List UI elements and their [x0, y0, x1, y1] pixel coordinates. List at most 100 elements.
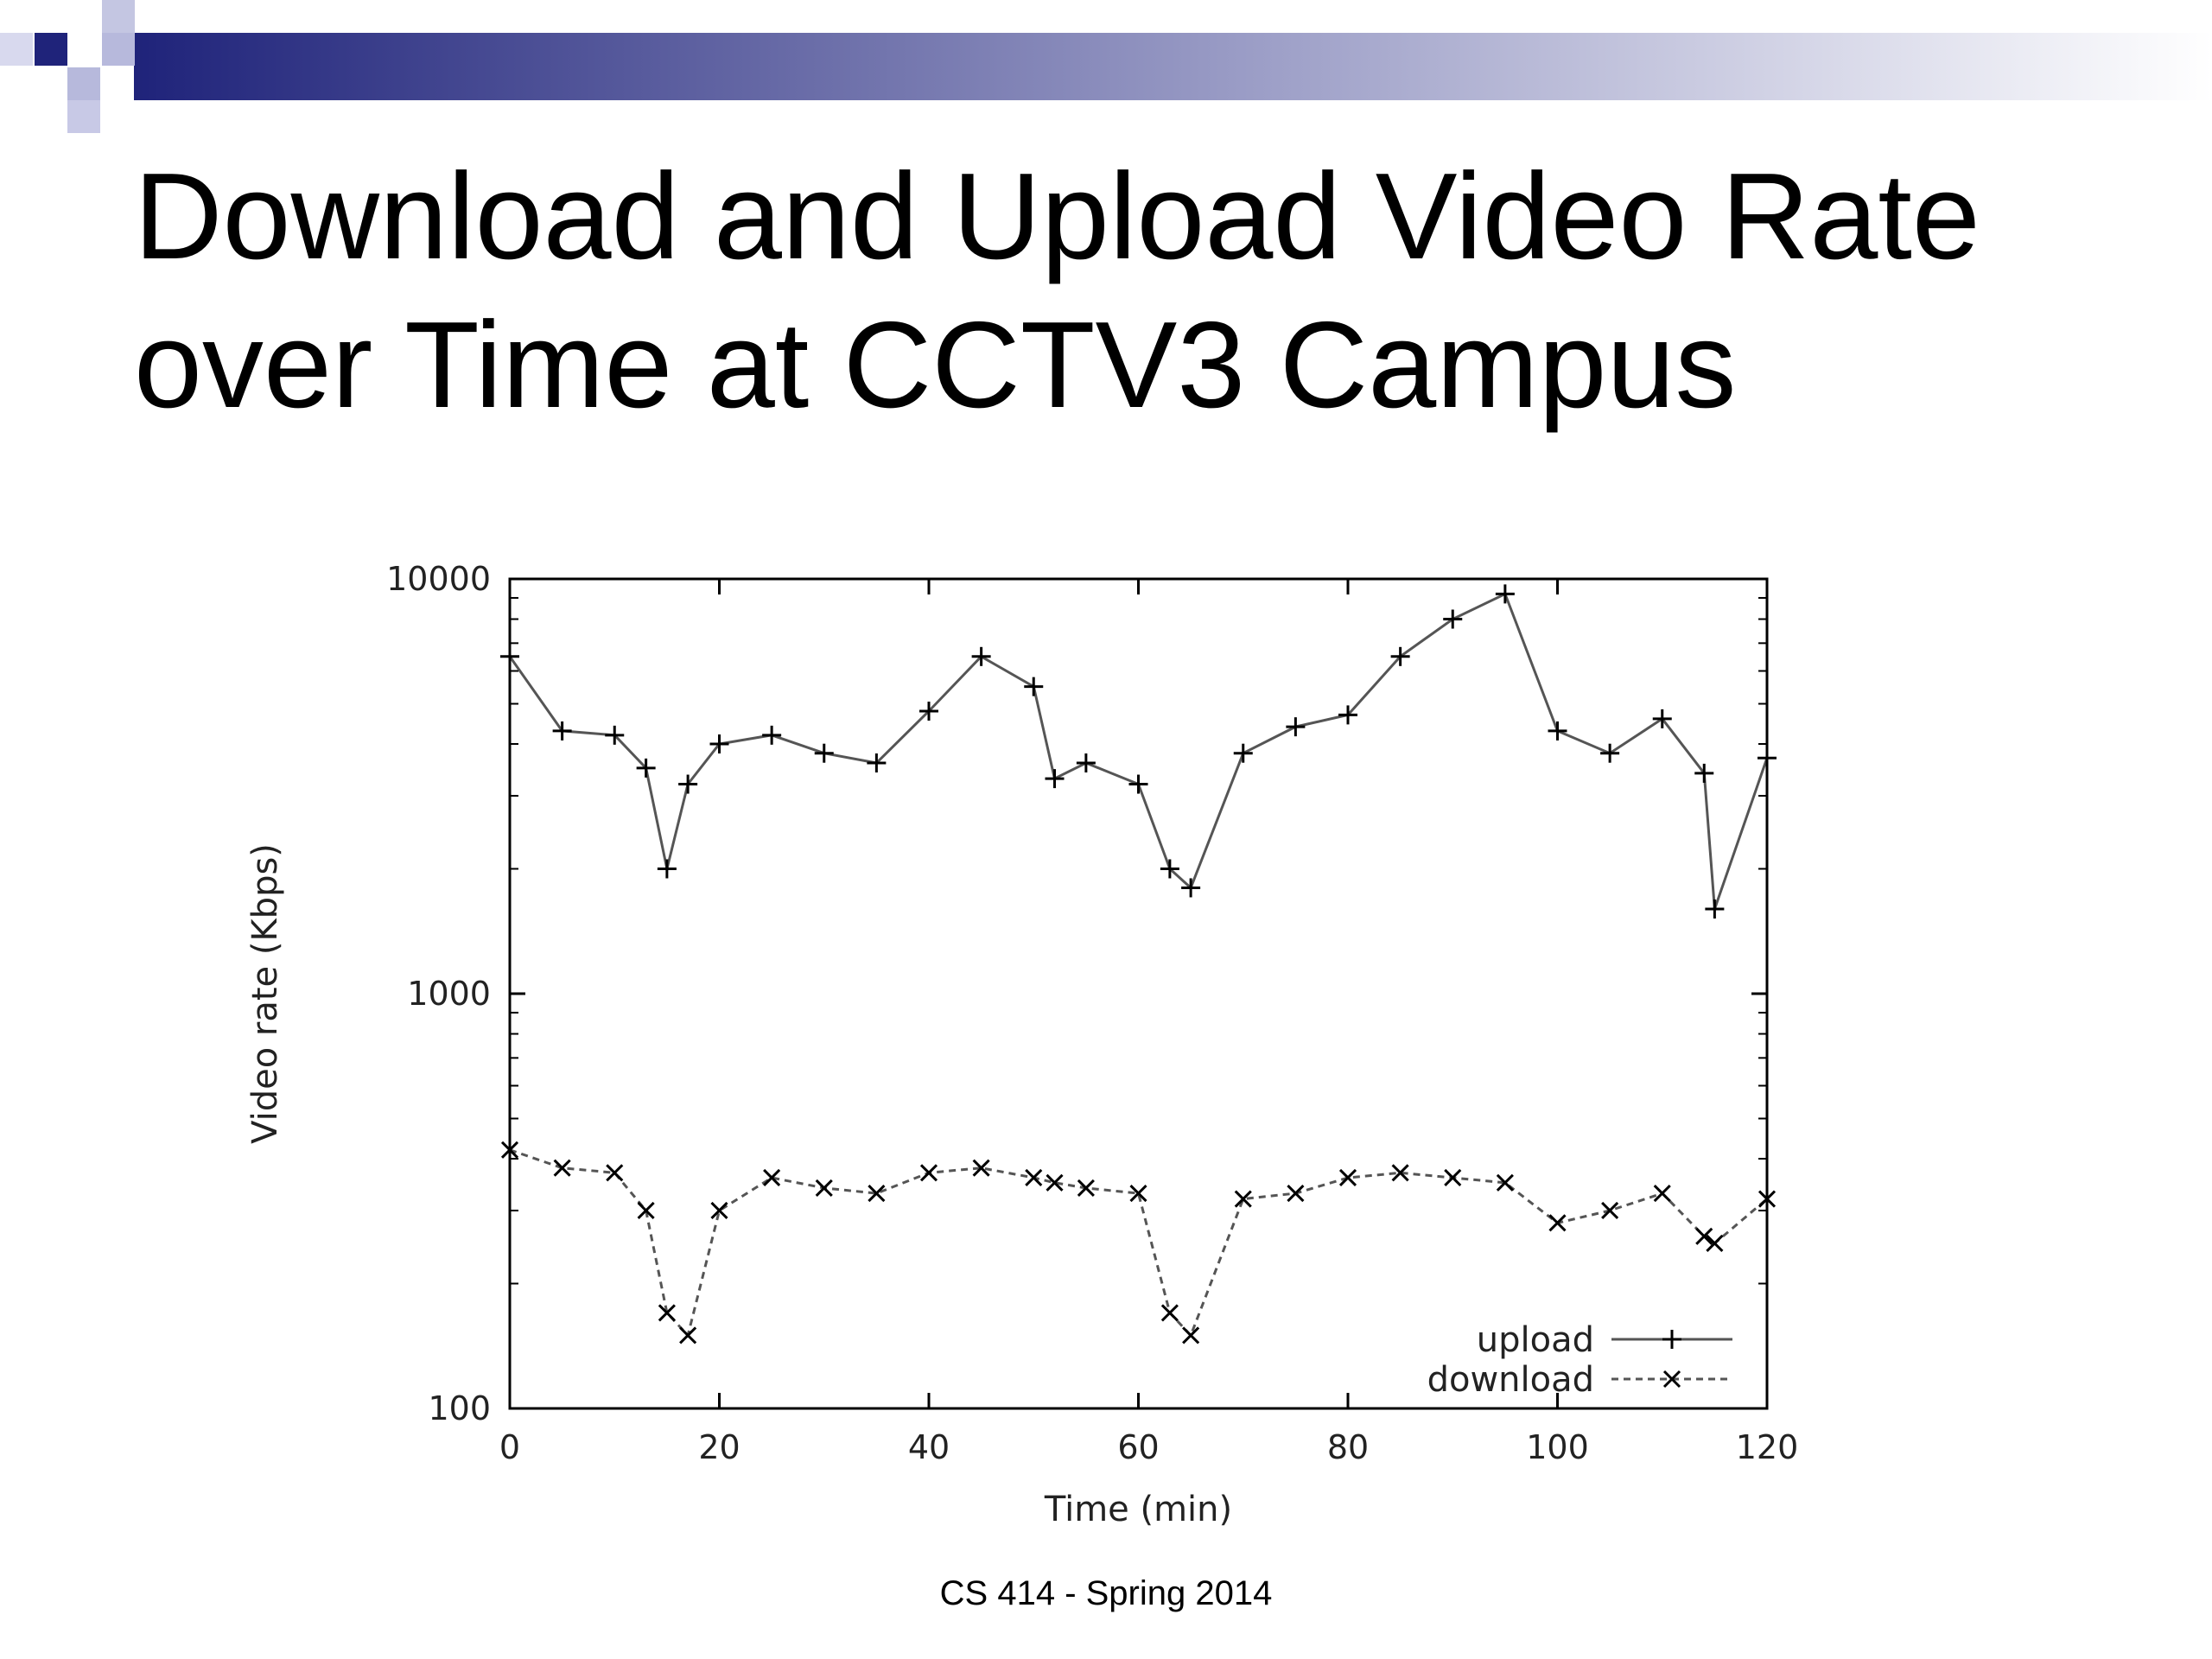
x-axis-label: Time (min): [1044, 1490, 1232, 1529]
data-point-upload: [1652, 709, 1672, 728]
deco-square-light: [0, 33, 33, 66]
marker-stroke: [1182, 1326, 1200, 1344]
data-point-upload: [552, 721, 572, 741]
video-rate-chart: 100 1000 10000 0 20 40 60 80 100 120 Time (min) Vid…: [245, 560, 1798, 1529]
data-point-upload: [1160, 859, 1179, 879]
y-axis-label: Video rate (Kbps): [245, 843, 285, 1144]
marker-stroke: [1129, 1185, 1147, 1203]
marker-stroke: [606, 1164, 624, 1182]
marker-stroke: [919, 1164, 938, 1182]
data-point-upload: [678, 774, 698, 794]
data-point-download: [637, 1201, 655, 1220]
deco-square-light: [102, 33, 135, 66]
x-tick-label: 120: [1736, 1428, 1799, 1466]
data-point-download: [815, 1179, 833, 1197]
data-point-upload: [1128, 774, 1148, 794]
marker-stroke: [1662, 1370, 1681, 1389]
data-point-upload: [636, 758, 656, 778]
deco-square-light: [102, 0, 135, 33]
data-point-download: [553, 1159, 571, 1177]
data-point-download: [1444, 1168, 1462, 1187]
plot-series: [500, 584, 1777, 1344]
x-tick-label: 40: [908, 1428, 950, 1466]
marker-stroke: [1601, 1201, 1619, 1220]
data-point-download: [1046, 1173, 1064, 1192]
deco-square-light: [67, 67, 100, 100]
data-point-upload: [1548, 721, 1567, 741]
data-point-download: [1182, 1326, 1200, 1344]
marker-stroke: [868, 1185, 886, 1203]
marker-stroke: [1338, 1168, 1357, 1187]
marker-stroke: [710, 1201, 728, 1220]
data-point-download: [1653, 1185, 1671, 1203]
marker-stroke: [1025, 1168, 1043, 1187]
data-point-download: [1391, 1164, 1409, 1182]
data-point-download: [972, 1159, 990, 1177]
x-tick-label: 0: [499, 1428, 520, 1466]
data-point-download: [658, 1304, 676, 1322]
data-point-download: [710, 1201, 728, 1220]
slide-footer: CS 414 - Spring 2014: [939, 1574, 1273, 1612]
marker-stroke: [1046, 1173, 1064, 1192]
data-point-download: [1160, 1304, 1179, 1322]
data-point-download: [1695, 1227, 1713, 1245]
data-point-download: [500, 1141, 519, 1159]
data-point-upload: [762, 725, 782, 745]
data-point-upload: [709, 734, 729, 754]
plot-axes: 100 1000 10000 0 20 40 60 80 100 120 Time (min) Vid…: [245, 560, 1798, 1529]
data-point-download: [1025, 1168, 1043, 1187]
data-point-download: [606, 1164, 624, 1182]
marker-stroke: [1758, 1190, 1777, 1208]
series-line-download: [509, 1148, 1768, 1338]
x-tick-label: 60: [1117, 1428, 1159, 1466]
series-line-upload: [508, 592, 1769, 910]
data-point-download: [1758, 1190, 1777, 1208]
plot-frame: [508, 577, 1769, 1410]
data-point-upload: [657, 859, 677, 879]
deco-square-light: [67, 100, 100, 133]
marker-stroke: [1234, 1190, 1252, 1208]
marker-stroke: [553, 1159, 571, 1177]
x-tick-label: 100: [1526, 1428, 1589, 1466]
data-point-upload: [1758, 748, 1777, 768]
slide-title: Download and Upload Video Rate over Time…: [134, 143, 2121, 440]
data-point-download: [1706, 1234, 1724, 1253]
data-point-upload: [971, 646, 991, 666]
data-point-upload: [1443, 609, 1463, 629]
slide-title-line-1: Download and Upload Video Rate: [134, 148, 1980, 285]
marker-stroke: [1077, 1179, 1095, 1197]
data-point-download: [868, 1185, 886, 1203]
marker-stroke: [815, 1179, 833, 1197]
marker-stroke: [1548, 1214, 1567, 1232]
legend-marker: [1662, 1330, 1681, 1349]
data-point-download: [1548, 1214, 1567, 1232]
data-point-download: [1129, 1185, 1147, 1203]
marker-stroke: [637, 1201, 655, 1220]
y-tick-label: 1000: [407, 975, 491, 1013]
data-point-download: [1496, 1173, 1514, 1192]
legend-label: upload: [1477, 1320, 1594, 1360]
marker-stroke: [1444, 1168, 1462, 1187]
data-point-upload: [919, 702, 938, 721]
y-tick-label: 10000: [386, 560, 491, 598]
marker-stroke: [1391, 1164, 1409, 1182]
data-point-download: [919, 1164, 938, 1182]
data-point-download: [1601, 1201, 1619, 1220]
data-point-upload: [1495, 584, 1515, 604]
data-point-download: [1287, 1185, 1305, 1203]
marker-stroke: [1287, 1185, 1305, 1203]
marker-stroke: [679, 1326, 697, 1344]
legend-label: download: [1427, 1360, 1594, 1400]
data-point-upload: [605, 725, 625, 745]
data-point-upload: [867, 753, 887, 772]
marker-stroke: [1695, 1227, 1713, 1245]
marker-stroke: [763, 1168, 781, 1187]
x-tick-label: 80: [1327, 1428, 1369, 1466]
data-point-download: [1077, 1179, 1095, 1197]
gradient-bar: [134, 33, 2212, 100]
data-point-upload: [1600, 743, 1620, 763]
data-point-upload: [1024, 677, 1044, 696]
marker-stroke: [1496, 1173, 1514, 1192]
slide-title-line-2: over Time at CCTV3 Campus: [134, 296, 1737, 434]
